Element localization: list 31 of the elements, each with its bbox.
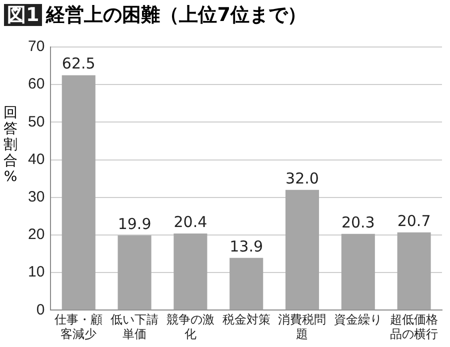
y-tick-label: 30 [28,188,45,206]
x-tick-label: 仕事・顧客減少 [54,312,103,342]
data-label: 32.0 [286,169,319,188]
bar [174,233,208,310]
data-label: 20.7 [397,212,431,230]
y-axis-title: 回答割合% [3,105,18,185]
data-label: 20.3 [341,213,375,232]
data-label: 62.5 [62,54,96,73]
bar [118,235,152,310]
y-tick-label: 40 [28,150,45,168]
data-label: 13.9 [230,237,264,256]
y-tick-label: 0 [36,301,45,318]
x-tick-label: 資金繰り [334,312,382,327]
chart-title: 図1 経営上の困難（上位7位まで） [6,3,306,28]
bar [341,234,375,310]
bar [285,190,320,310]
y-tick-label: 20 [28,226,45,244]
x-tick-label: 消費税問題 [278,312,326,342]
bar [62,75,96,310]
x-tick-label: 超低価格品の横行 [390,312,438,342]
x-tick-label: 税金対策 [222,312,270,327]
x-tick-label: 競争の激化 [166,312,214,342]
y-tick-label: 60 [28,76,45,93]
y-tick-label: 50 [28,113,45,130]
y-tick-label: 70 [28,38,45,56]
data-label: 20.4 [174,212,208,231]
x-tick-label: 低い下請単価 [110,312,159,342]
y-tick-label: 10 [28,264,45,281]
bar [230,258,264,310]
bar [397,232,431,310]
data-label: 19.9 [118,214,152,233]
